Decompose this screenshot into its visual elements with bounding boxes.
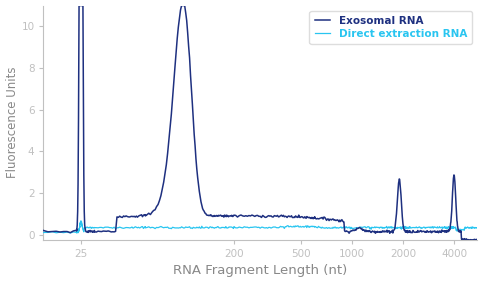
Exosomal RNA (175, 25, 181, 29)
Line: Direct extraction RNA: Direct extraction RNA (43, 221, 477, 233)
Direct extraction RNA (74, 231, 80, 235)
Legend: Exosomal RNA, Direct extraction RNA: Exosomal RNA, Direct extraction RNA (310, 11, 472, 44)
Y-axis label: Fluorescence Units: Fluorescence Units (6, 67, 18, 179)
Direct extraction RNA (176, 226, 182, 230)
X-axis label: RNA Fragment Length (nt): RNA Fragment Length (nt) (173, 264, 348, 277)
Exosomal RNA (397, 178, 402, 181)
Exosomal RNA (474, 238, 480, 242)
Exosomal RNA (310, 216, 315, 219)
Exosomal RNA (459, 238, 465, 242)
Exosomal RNA (41, 229, 46, 232)
Direct extraction RNA (400, 225, 406, 228)
Exosomal RNA (119, 216, 125, 219)
Exosomal RNA (76, 4, 82, 7)
Direct extraction RNA (78, 220, 84, 224)
Direct extraction RNA (78, 219, 84, 223)
Direct extraction RNA (41, 231, 46, 234)
Direct extraction RNA (397, 226, 403, 230)
Exosomal RNA (400, 219, 406, 222)
Line: Exosomal RNA: Exosomal RNA (43, 6, 477, 240)
Direct extraction RNA (474, 226, 480, 229)
Direct extraction RNA (121, 227, 127, 230)
Direct extraction RNA (311, 225, 316, 228)
Exosomal RNA (78, 4, 84, 7)
